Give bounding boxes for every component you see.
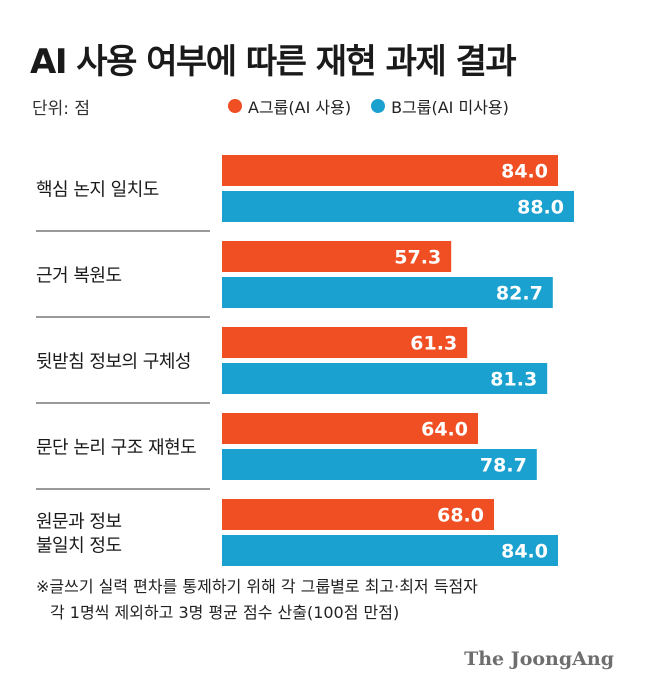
legend-label-b: B그룹(AI 미사용) [391, 98, 509, 117]
legend-label-a: A그룹(AI 사용) [248, 98, 352, 117]
data-label: 82.7 [496, 283, 543, 305]
legend-item-b: B그룹(AI 미사용) [371, 94, 509, 118]
data-label: 88.0 [517, 197, 564, 219]
data-label: 57.3 [394, 247, 441, 269]
bar [222, 363, 548, 394]
data-label: 68.0 [437, 505, 484, 527]
chart-title: AI 사용 여부에 따른 재현 과제 결과 [30, 42, 517, 82]
legend-item-a: A그룹(AI 사용) [228, 94, 351, 118]
footnote: ※글쓰기 실력 편차를 통제하기 위해 각 그룹별로 최고·최저 득점자 각 1… [36, 574, 478, 626]
category-label: 핵심 논지 일치도 [36, 180, 159, 201]
category-label: 원문과 정보 [36, 512, 122, 533]
bar [222, 241, 452, 272]
bar [222, 277, 553, 308]
footnote-line-2: 각 1명씩 제외하고 3명 평균 점수 산출(100점 만점) [50, 603, 400, 622]
bar [222, 327, 468, 358]
category-label: 근거 복원도 [36, 266, 122, 287]
data-label: 84.0 [501, 161, 548, 183]
bar [222, 155, 558, 186]
legend: A그룹(AI 사용) B그룹(AI 미사용) [228, 94, 509, 118]
data-label: 78.7 [480, 455, 527, 477]
bar [222, 191, 574, 222]
legend-swatch-b [371, 99, 386, 113]
category-label: 뒷받침 정보의 구체성 [36, 352, 191, 373]
category-label: 문단 논리 구조 재현도 [36, 438, 196, 459]
bar [222, 499, 494, 530]
unit-label: 단위: 점 [32, 99, 91, 119]
category-label: 불일치 정도 [36, 536, 122, 557]
footnote-line-1: ※글쓰기 실력 편차를 통제하기 위해 각 그룹별로 최고·최저 득점자 [36, 577, 478, 596]
data-label: 84.0 [501, 541, 548, 563]
bar [222, 449, 537, 480]
data-label: 64.0 [421, 419, 468, 441]
data-label: 81.3 [490, 369, 537, 391]
data-label: 61.3 [410, 333, 457, 355]
bar [222, 535, 558, 566]
legend-swatch-a [228, 99, 242, 113]
brand-logo: The JoongAng [464, 648, 614, 670]
bar [222, 413, 478, 444]
bar-chart: 핵심 논지 일치도 84.0 88.0 근거 복원도 57.3 82.7 뒷받침 정보의 구… [36, 155, 574, 566]
